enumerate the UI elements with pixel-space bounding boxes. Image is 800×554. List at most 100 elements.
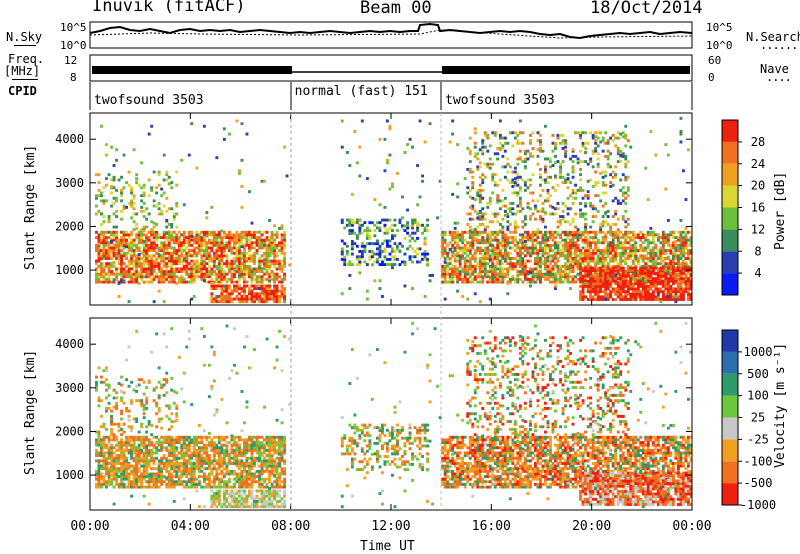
data-cell: [579, 230, 583, 234]
data-cell: [125, 448, 129, 452]
data-cell: [157, 275, 161, 279]
data-cell: [496, 220, 500, 224]
data-cell: [170, 485, 174, 489]
data-cell: [611, 175, 615, 179]
data-cell: [609, 152, 613, 156]
data-cell: [614, 264, 618, 268]
data-cell: [624, 298, 628, 301]
data-cell: [544, 277, 547, 281]
data-cell: [493, 238, 497, 242]
freq-label: Freq.: [8, 52, 45, 66]
data-cell: [195, 230, 199, 234]
data-cell: [105, 257, 108, 260]
data-cell: [619, 178, 623, 182]
data-cell: [408, 257, 412, 261]
data-cell: [584, 204, 588, 208]
data-cell: [120, 438, 124, 442]
noise-tick-bottom-left: 10^0: [60, 39, 87, 52]
data-cell: [471, 170, 475, 174]
data-cell: [448, 277, 452, 281]
data-cell: [674, 257, 678, 260]
data-cell: [413, 231, 417, 235]
data-cell: [679, 298, 683, 301]
data-cell: [539, 259, 542, 263]
data-cell: [345, 218, 349, 222]
data-cell: [671, 271, 675, 275]
data-cell: [601, 290, 605, 294]
data-cell: [172, 448, 176, 452]
data-cell: [112, 477, 116, 481]
data-cell: [115, 148, 119, 152]
data-cell: [152, 249, 156, 253]
data-cell: [451, 132, 455, 136]
data-cell: [150, 280, 154, 284]
data-cell: [162, 249, 166, 253]
data-cell: [376, 226, 379, 230]
data-cell: [531, 154, 535, 158]
data-cell: [629, 230, 633, 234]
data-cell: [187, 236, 191, 240]
data-cell: [167, 443, 171, 447]
data-cell: [599, 279, 603, 283]
data-cell: [646, 230, 650, 234]
data-cell: [137, 459, 141, 463]
data-cell: [594, 230, 598, 234]
data-cell: [481, 217, 485, 221]
data-cell: [609, 267, 613, 271]
data-cell: [100, 264, 103, 268]
data-cell: [601, 249, 605, 253]
data-cell: [468, 149, 472, 153]
data-cell: [270, 251, 274, 255]
data-cell: [243, 270, 246, 274]
data-cell: [554, 262, 557, 266]
data-cell: [225, 300, 229, 304]
data-cell: [215, 295, 219, 298]
data-cell: [263, 262, 267, 266]
data-cell: [559, 249, 563, 253]
data-cell: [97, 275, 101, 279]
data-cell: [260, 289, 264, 293]
data-cell: [584, 264, 588, 268]
data-cell: [508, 202, 512, 205]
data-cell: [426, 218, 430, 222]
data-cell: [248, 190, 251, 194]
data-cell: [142, 456, 146, 460]
data-cell: [157, 485, 161, 489]
data-cell: [687, 230, 690, 234]
data-cell: [240, 300, 244, 304]
data-cell: [391, 247, 394, 251]
data-cell: [654, 259, 658, 263]
data-cell: [105, 456, 108, 460]
data-cell: [669, 230, 673, 234]
data-cell: [225, 254, 229, 258]
data-cell: [243, 262, 246, 266]
data-cell: [639, 277, 643, 281]
data-cell: [481, 236, 485, 240]
data-cell: [451, 280, 455, 284]
data-cell: [240, 251, 244, 255]
data-cell: [581, 290, 585, 294]
data-cell: [556, 230, 560, 234]
data-cell: [536, 270, 540, 274]
data-cell: [526, 246, 530, 250]
data-cell: [584, 246, 588, 250]
data-cell: [674, 246, 678, 250]
data-cell: [127, 451, 131, 455]
data-cell: [353, 130, 357, 133]
data-cell: [132, 272, 136, 276]
data-cell: [579, 298, 583, 301]
data-cell: [260, 300, 264, 304]
data-cell: [137, 462, 141, 465]
data-cell: [135, 249, 139, 253]
data-cell: [596, 274, 600, 278]
data-cell: [155, 191, 159, 195]
data-cell: [516, 204, 520, 208]
data-cell: [283, 289, 287, 293]
data-cell: [122, 254, 126, 258]
data-cell: [501, 165, 505, 169]
data-cell: [523, 217, 527, 221]
data-cell: [438, 179, 442, 183]
data-cell: [569, 254, 573, 258]
data-cell: [248, 267, 251, 271]
data-cell: [245, 241, 249, 245]
